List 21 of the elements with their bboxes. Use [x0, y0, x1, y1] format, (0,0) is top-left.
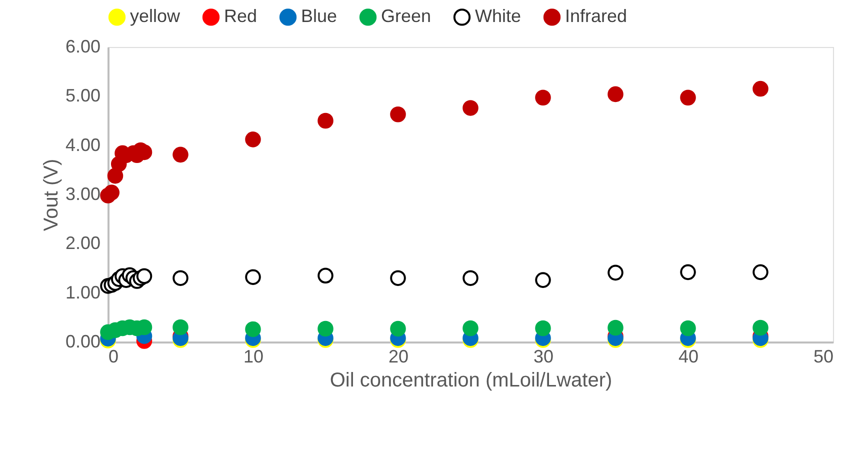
legend-label: Blue: [301, 6, 338, 26]
y-tick-label: 2.00: [65, 233, 100, 254]
x-tick-label: 20: [388, 346, 409, 366]
y-tick-label: 4.00: [65, 134, 100, 155]
y-tick-label: 5.00: [65, 86, 100, 106]
x-tick-label: 10: [243, 346, 264, 366]
legend-label: Red: [224, 6, 258, 26]
x-tick-label: 50: [813, 346, 834, 366]
legend-label: White: [475, 6, 522, 26]
legend-label: Infrared: [565, 6, 628, 26]
y-tick-label: 3.00: [65, 184, 100, 204]
x-tick-label: 0: [108, 346, 119, 366]
y-tick-label: 0.00: [65, 332, 100, 352]
y-tick-label: 6.00: [65, 36, 100, 56]
y-axis-title: Vout (V): [40, 158, 62, 232]
legend-label: yellow: [130, 6, 182, 26]
x-axis-title: Oil concentration (mLoil/Lwater): [330, 370, 612, 392]
x-tick-label: 30: [533, 346, 554, 366]
x-tick-label: 40: [678, 346, 699, 366]
legend-label: Green: [381, 6, 432, 26]
y-tick-label: 1.00: [65, 282, 100, 302]
